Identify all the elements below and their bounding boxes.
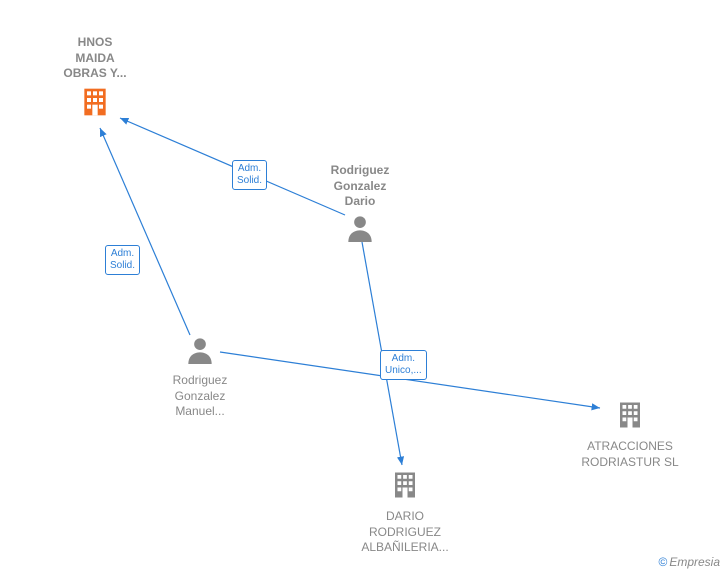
building-icon: [615, 400, 645, 435]
company-node-dario-alba[interactable]: DARIO RODRIGUEZ ALBAÑILERIA...: [355, 470, 455, 556]
watermark: ©Empresia: [658, 555, 720, 569]
building-icon: [79, 86, 111, 123]
company-node-atracciones[interactable]: ATRACCIONES RODRIASTUR SL: [580, 400, 680, 470]
watermark-text: Empresia: [669, 555, 720, 569]
edge-line: [100, 128, 190, 335]
building-icon: [390, 470, 420, 505]
edge-label: Adm. Solid.: [105, 245, 140, 275]
person-icon: [186, 336, 214, 369]
copyright-icon: ©: [658, 555, 667, 569]
person-node-dario[interactable]: Rodriguez Gonzalez Dario: [310, 163, 410, 247]
node-label: Rodriguez Gonzalez Dario: [310, 163, 410, 210]
person-node-manuel[interactable]: Rodriguez Gonzalez Manuel...: [150, 336, 250, 420]
node-label: ATRACCIONES RODRIASTUR SL: [580, 439, 680, 470]
node-label: DARIO RODRIGUEZ ALBAÑILERIA...: [355, 509, 455, 556]
diagram-canvas: HNOS MAIDA OBRAS Y... Rodriguez Gonzalez…: [0, 0, 728, 575]
node-label: Rodriguez Gonzalez Manuel...: [150, 373, 250, 420]
edge-label: Adm. Solid.: [232, 160, 267, 190]
node-label: HNOS MAIDA OBRAS Y...: [45, 35, 145, 82]
person-icon: [346, 214, 374, 247]
edge-label: Adm. Unico,...: [380, 350, 427, 380]
company-node-hnos[interactable]: HNOS MAIDA OBRAS Y...: [45, 35, 145, 123]
